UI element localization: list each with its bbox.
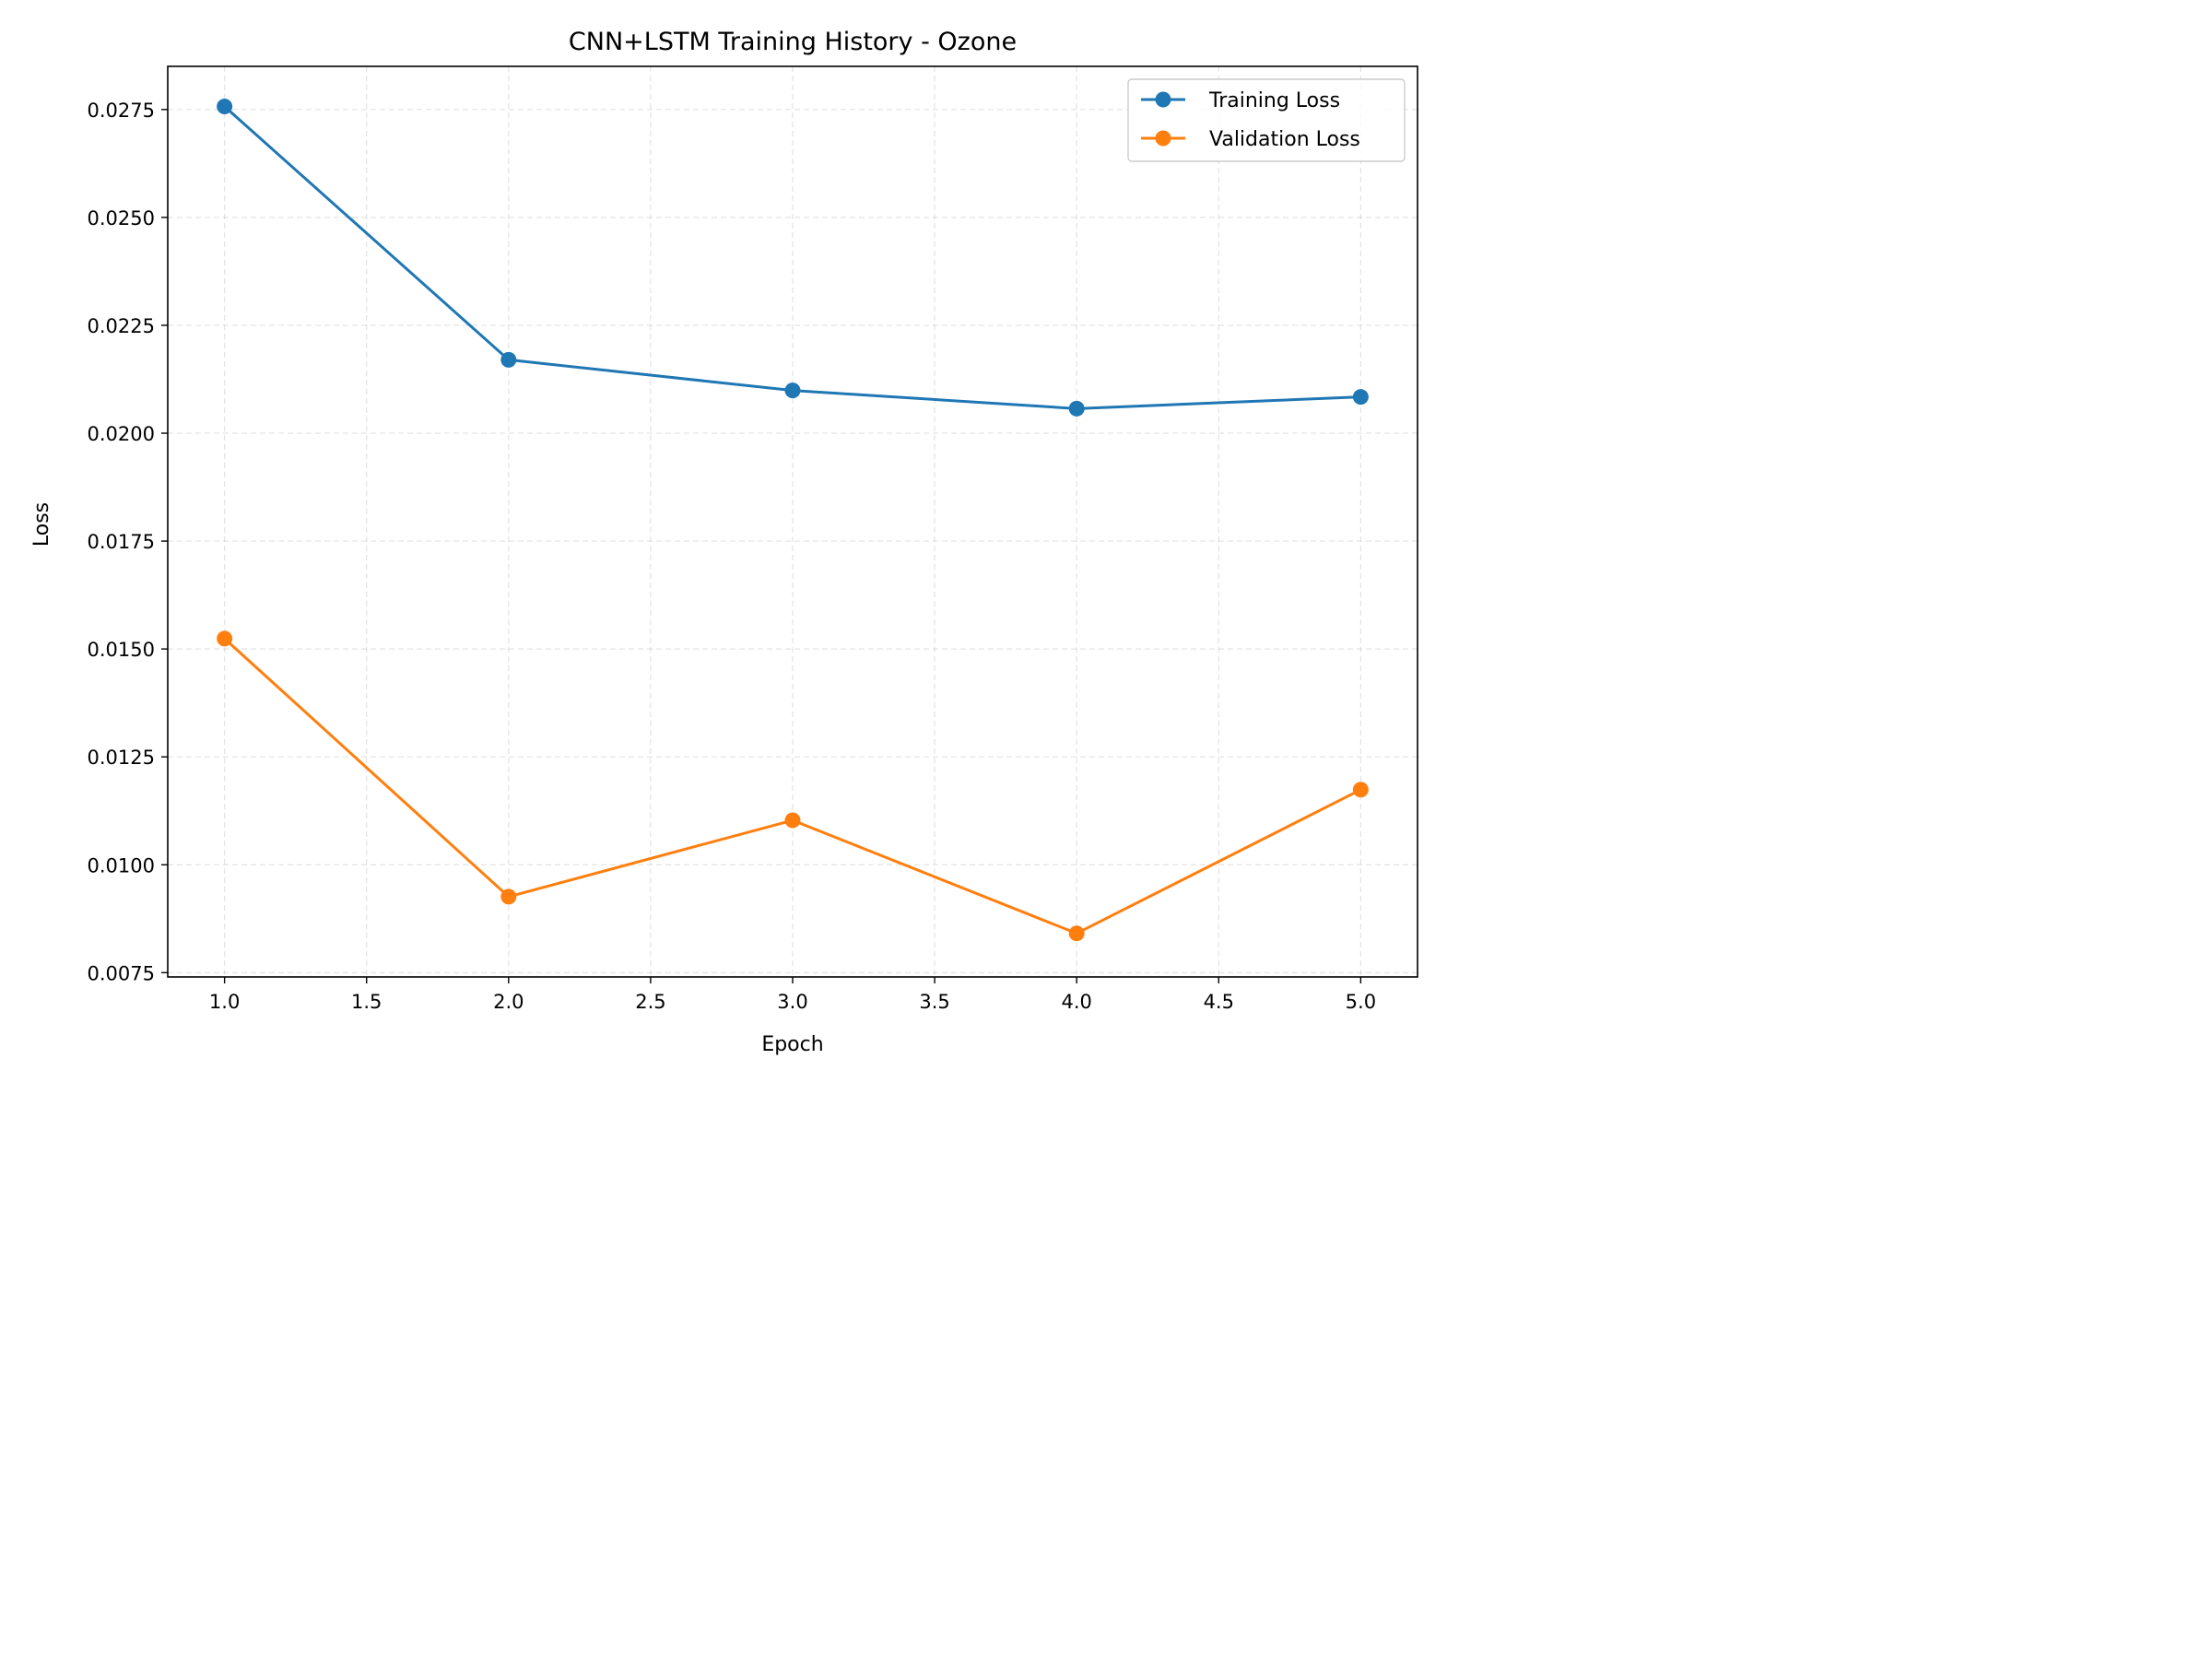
data-point — [1352, 389, 1369, 406]
x-tick-label: 3.5 — [919, 991, 949, 1013]
x-tick-label: 5.0 — [1346, 991, 1376, 1013]
y-tick-label: 0.0275 — [88, 100, 155, 122]
data-point — [217, 630, 233, 647]
legend: Training Loss Validation Loss — [1127, 78, 1406, 162]
data-point — [217, 99, 233, 115]
chart-background — [0, 0, 1445, 1083]
y-tick-label: 0.0100 — [88, 854, 155, 877]
legend-swatch-marker — [1155, 91, 1171, 108]
x-tick-label: 3.0 — [777, 991, 807, 1013]
y-tick-label: 0.0200 — [88, 423, 155, 445]
data-point — [1068, 925, 1085, 942]
x-tick-label: 2.0 — [493, 991, 524, 1013]
y-tick-label: 0.0175 — [88, 531, 155, 553]
data-point — [500, 888, 517, 905]
data-point — [1068, 400, 1085, 417]
legend-label: Training Loss — [1208, 89, 1340, 112]
y-tick-label: 0.0125 — [88, 747, 155, 769]
series-layer — [217, 99, 1369, 942]
grid — [168, 66, 1418, 977]
legend-swatch-marker — [1155, 130, 1171, 147]
y-tick-label: 0.0150 — [88, 639, 155, 661]
x-tick-label: 1.5 — [351, 991, 382, 1013]
x-tick-label: 4.5 — [1204, 991, 1234, 1013]
chart-title: CNN+LSTM Training History - Ozone — [569, 28, 1017, 56]
x-tick-label: 2.5 — [635, 991, 665, 1013]
x-axis-title: Epoch — [761, 1033, 823, 1056]
data-point — [784, 382, 801, 399]
x-tick-label: 1.0 — [209, 991, 240, 1013]
axis-ticks: 1.0 1.5 2.0 2.5 3.0 3.5 4.0 4.5 5.0 0.0075 0.0100 0… — [88, 100, 1377, 1013]
data-point — [500, 351, 517, 368]
legend-frame — [1127, 78, 1406, 162]
data-point — [784, 812, 801, 829]
x-tick-label: 4.0 — [1061, 991, 1091, 1013]
data-point — [1352, 782, 1369, 798]
y-tick-label: 0.0250 — [88, 207, 155, 229]
y-axis-title: Loss — [30, 502, 53, 547]
legend-label: Validation Loss — [1209, 128, 1360, 151]
y-tick-label: 0.0225 — [88, 315, 155, 337]
y-tick-label: 0.0075 — [88, 962, 155, 984]
line-chart: CNN+LSTM Training History - Ozone 1.0 1.5… — [0, 0, 1445, 1083]
